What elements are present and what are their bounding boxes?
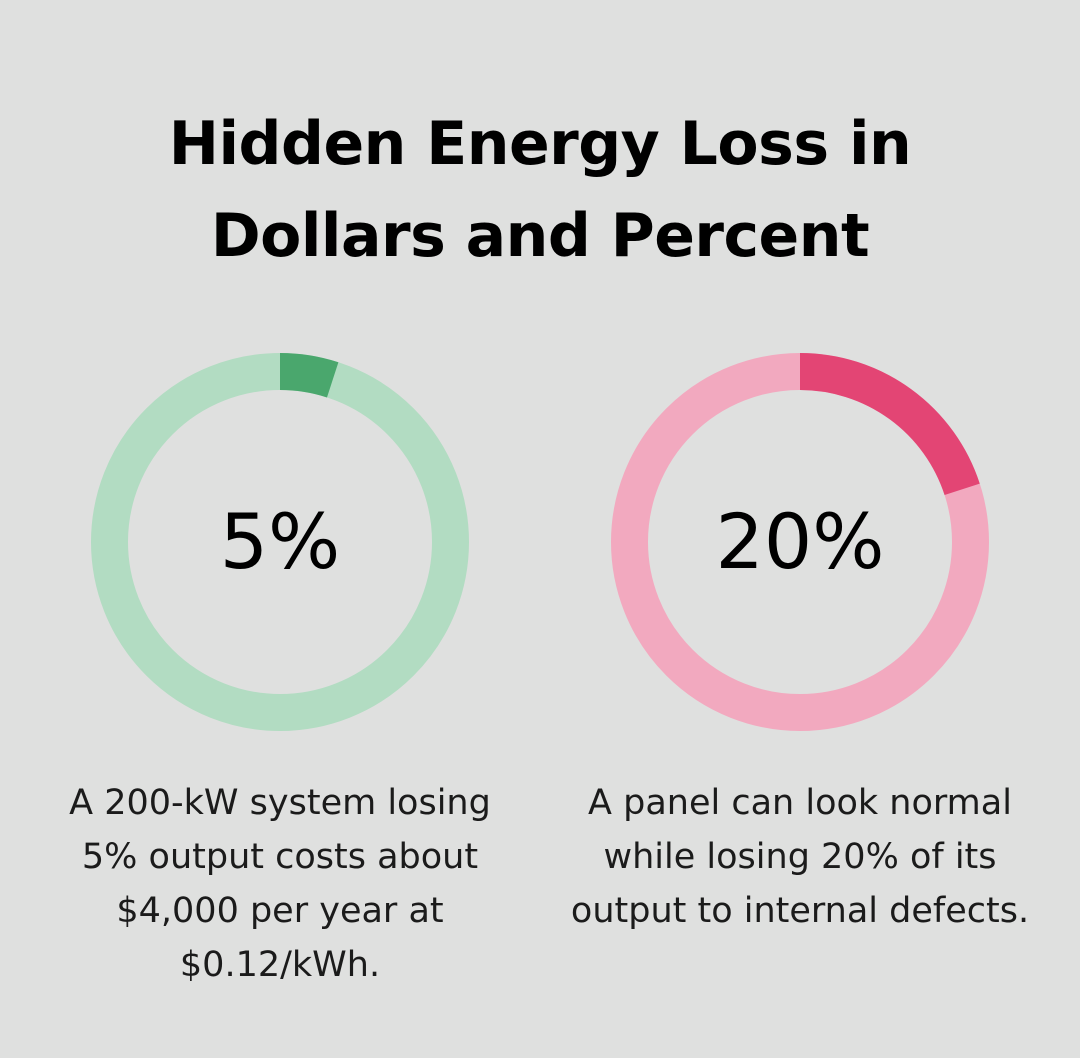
page-title: Hidden Energy Loss in Dollars and Percen… bbox=[0, 98, 1080, 282]
donut-chart-5-percent: 5% bbox=[90, 352, 470, 732]
donut-highlight-arc bbox=[799, 353, 980, 496]
donut-svg-5-percent bbox=[91, 353, 469, 731]
donut-value-label: 20% bbox=[715, 497, 885, 586]
donut-value-label: 5% bbox=[219, 497, 341, 586]
donut-caption: A panel can look normal while losing 20%… bbox=[570, 783, 1030, 931]
donut-panel-20-percent: 20% A panel can look normal while losing… bbox=[571, 352, 1029, 931]
donut-panel-5-percent: 5% A 200-kW system losing 5% output cost… bbox=[69, 352, 491, 985]
title-line-2: Dollars and Percent bbox=[210, 201, 870, 271]
donut-highlight-arc bbox=[279, 353, 339, 398]
donut-svg-20-percent bbox=[611, 353, 989, 731]
title-line-1: Hidden Energy Loss in bbox=[168, 109, 912, 179]
donut-chart-20-percent: 20% bbox=[610, 352, 990, 732]
donut-caption: A 200-kW system losing 5% output costs a… bbox=[69, 783, 491, 985]
